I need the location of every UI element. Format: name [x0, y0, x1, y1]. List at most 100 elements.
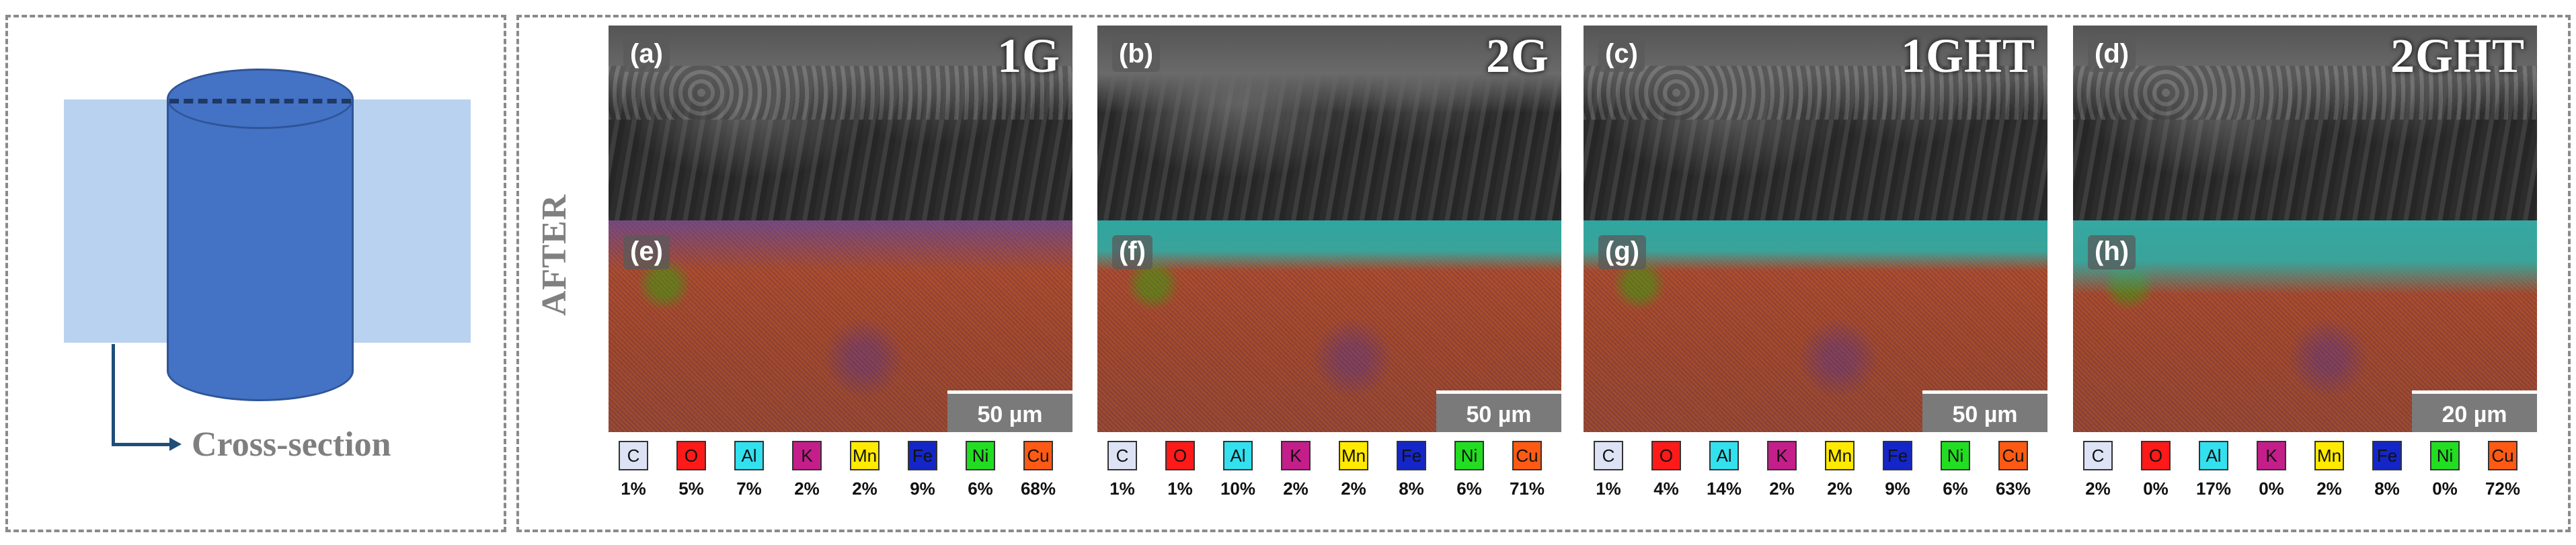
element-percentage: 0%: [2432, 478, 2458, 499]
element-percentage: 14%: [1706, 478, 1742, 499]
element-item: O 5%: [666, 441, 716, 499]
element-item: K 0%: [2247, 441, 2296, 499]
element-item: Ni 6%: [1444, 441, 1494, 499]
element-percentage: 8%: [1399, 478, 1424, 499]
element-percentage: 1%: [1167, 478, 1193, 499]
cylinder-body: [167, 99, 354, 370]
schematic-frame: [5, 15, 506, 532]
element-item: C 2%: [2073, 441, 2123, 499]
element-swatch: Al: [1709, 441, 1739, 470]
element-percentage: 2%: [1827, 478, 1852, 499]
element-swatch: Ni: [966, 441, 995, 470]
element-percentage: 0%: [2259, 478, 2284, 499]
element-legend: C 1% O 5% Al 7% K 2% Mn 2% Fe 9% Ni 6% Cu 68%: [609, 441, 1072, 542]
element-percentage: 9%: [1885, 478, 1910, 499]
element-item: Al 10%: [1213, 441, 1263, 499]
cut-line: [169, 99, 351, 103]
element-percentage: 2%: [852, 478, 877, 499]
element-percentage: 6%: [968, 478, 993, 499]
element-percentage: 0%: [2143, 478, 2169, 499]
element-item: Al 7%: [724, 441, 774, 499]
sample-label: 2G: [1485, 29, 1549, 83]
eds-surface-layer: [2073, 220, 2537, 294]
sem-panel-tag: (a): [623, 38, 670, 72]
element-percentage: 2%: [2316, 478, 2342, 499]
element-item: K 2%: [1757, 441, 1807, 499]
scale-bar: 50 µm: [1436, 390, 1561, 432]
element-swatch: Fe: [1883, 441, 1912, 470]
sample-label: 1G: [997, 29, 1060, 83]
element-swatch: C: [1107, 441, 1137, 470]
element-percentage: 5%: [678, 478, 704, 499]
element-item: Mn 2%: [1815, 441, 1865, 499]
element-item: Al 14%: [1699, 441, 1749, 499]
element-item: C 1%: [1584, 441, 1633, 499]
eds-panel-tag: (g): [1598, 235, 1647, 269]
sem-image: [2073, 26, 2537, 220]
eds-map: [1097, 220, 1561, 432]
element-item: K 2%: [782, 441, 832, 499]
element-swatch: K: [1767, 441, 1797, 470]
element-swatch: Fe: [2372, 441, 2402, 470]
element-swatch: K: [792, 441, 822, 470]
element-percentage: 72%: [2485, 478, 2521, 499]
sem-panel-tag: (d): [2088, 38, 2136, 72]
element-swatch: Ni: [1941, 441, 1970, 470]
element-swatch: Cu: [1998, 441, 2028, 470]
element-percentage: 2%: [1283, 478, 1309, 499]
scale-bar: 50 µm: [1922, 390, 2047, 432]
element-item: Al 17%: [2189, 441, 2238, 499]
element-percentage: 6%: [1943, 478, 1968, 499]
element-item: Ni 6%: [955, 441, 1005, 499]
element-percentage: 4%: [1653, 478, 1679, 499]
element-swatch: C: [1594, 441, 1623, 470]
element-swatch: Mn: [850, 441, 880, 470]
results-frame: [516, 15, 2571, 532]
element-swatch: O: [2141, 441, 2171, 470]
sample-label: 1GHT: [1900, 29, 2035, 83]
element-legend: C 2% O 0% Al 17% K 0% Mn 2% Fe 8% Ni 0% Cu 72%: [2073, 441, 2537, 542]
sem-panel-tag: (c): [1598, 38, 1645, 72]
element-item: C 1%: [1097, 441, 1147, 499]
element-percentage: 8%: [2374, 478, 2400, 499]
element-item: Mn 2%: [840, 441, 890, 499]
element-swatch: Ni: [2430, 441, 2460, 470]
element-percentage: 1%: [1596, 478, 1621, 499]
sem-image: [1097, 26, 1561, 220]
sem-image: [1584, 26, 2047, 220]
element-legend: C 1% O 1% Al 10% K 2% Mn 2% Fe 8% Ni 6% Cu 71%: [1097, 441, 1561, 542]
sem-panel-tag: (b): [1112, 38, 1161, 72]
element-legend: C 1% O 4% Al 14% K 2% Mn 2% Fe 9% Ni 6% Cu 63%: [1584, 441, 2047, 542]
element-swatch: O: [1651, 441, 1681, 470]
element-item: Ni 0%: [2420, 441, 2470, 499]
element-item: Fe 9%: [898, 441, 947, 499]
eds-map: [609, 220, 1072, 432]
element-item: Cu 71%: [1502, 441, 1552, 499]
eds-panel-tag: (f): [1112, 235, 1153, 269]
element-item: Fe 9%: [1873, 441, 1922, 499]
element-swatch: O: [1165, 441, 1195, 470]
element-item: Mn 2%: [2304, 441, 2354, 499]
element-swatch: Cu: [1512, 441, 1542, 470]
element-swatch: Mn: [1339, 441, 1368, 470]
element-percentage: 2%: [2085, 478, 2111, 499]
element-swatch: C: [2083, 441, 2113, 470]
element-item: O 0%: [2131, 441, 2181, 499]
eds-surface-layer: [1584, 220, 2047, 271]
scale-bar: 20 µm: [2412, 390, 2537, 432]
element-swatch: K: [2257, 441, 2286, 470]
element-swatch: O: [676, 441, 706, 470]
eds-surface-layer: [1097, 220, 1561, 271]
element-swatch: Mn: [2314, 441, 2344, 470]
element-swatch: K: [1281, 441, 1311, 470]
element-swatch: C: [619, 441, 648, 470]
element-item: Mn 2%: [1329, 441, 1378, 499]
element-percentage: 2%: [1341, 478, 1366, 499]
element-item: Ni 6%: [1930, 441, 1980, 499]
element-item: O 4%: [1641, 441, 1691, 499]
eds-panel-tag: (e): [623, 235, 670, 269]
sem-image: [609, 26, 1072, 220]
sample-label: 2GHT: [2390, 29, 2525, 83]
eds-surface-layer: [609, 220, 1072, 271]
element-item: Fe 8%: [1387, 441, 1436, 499]
